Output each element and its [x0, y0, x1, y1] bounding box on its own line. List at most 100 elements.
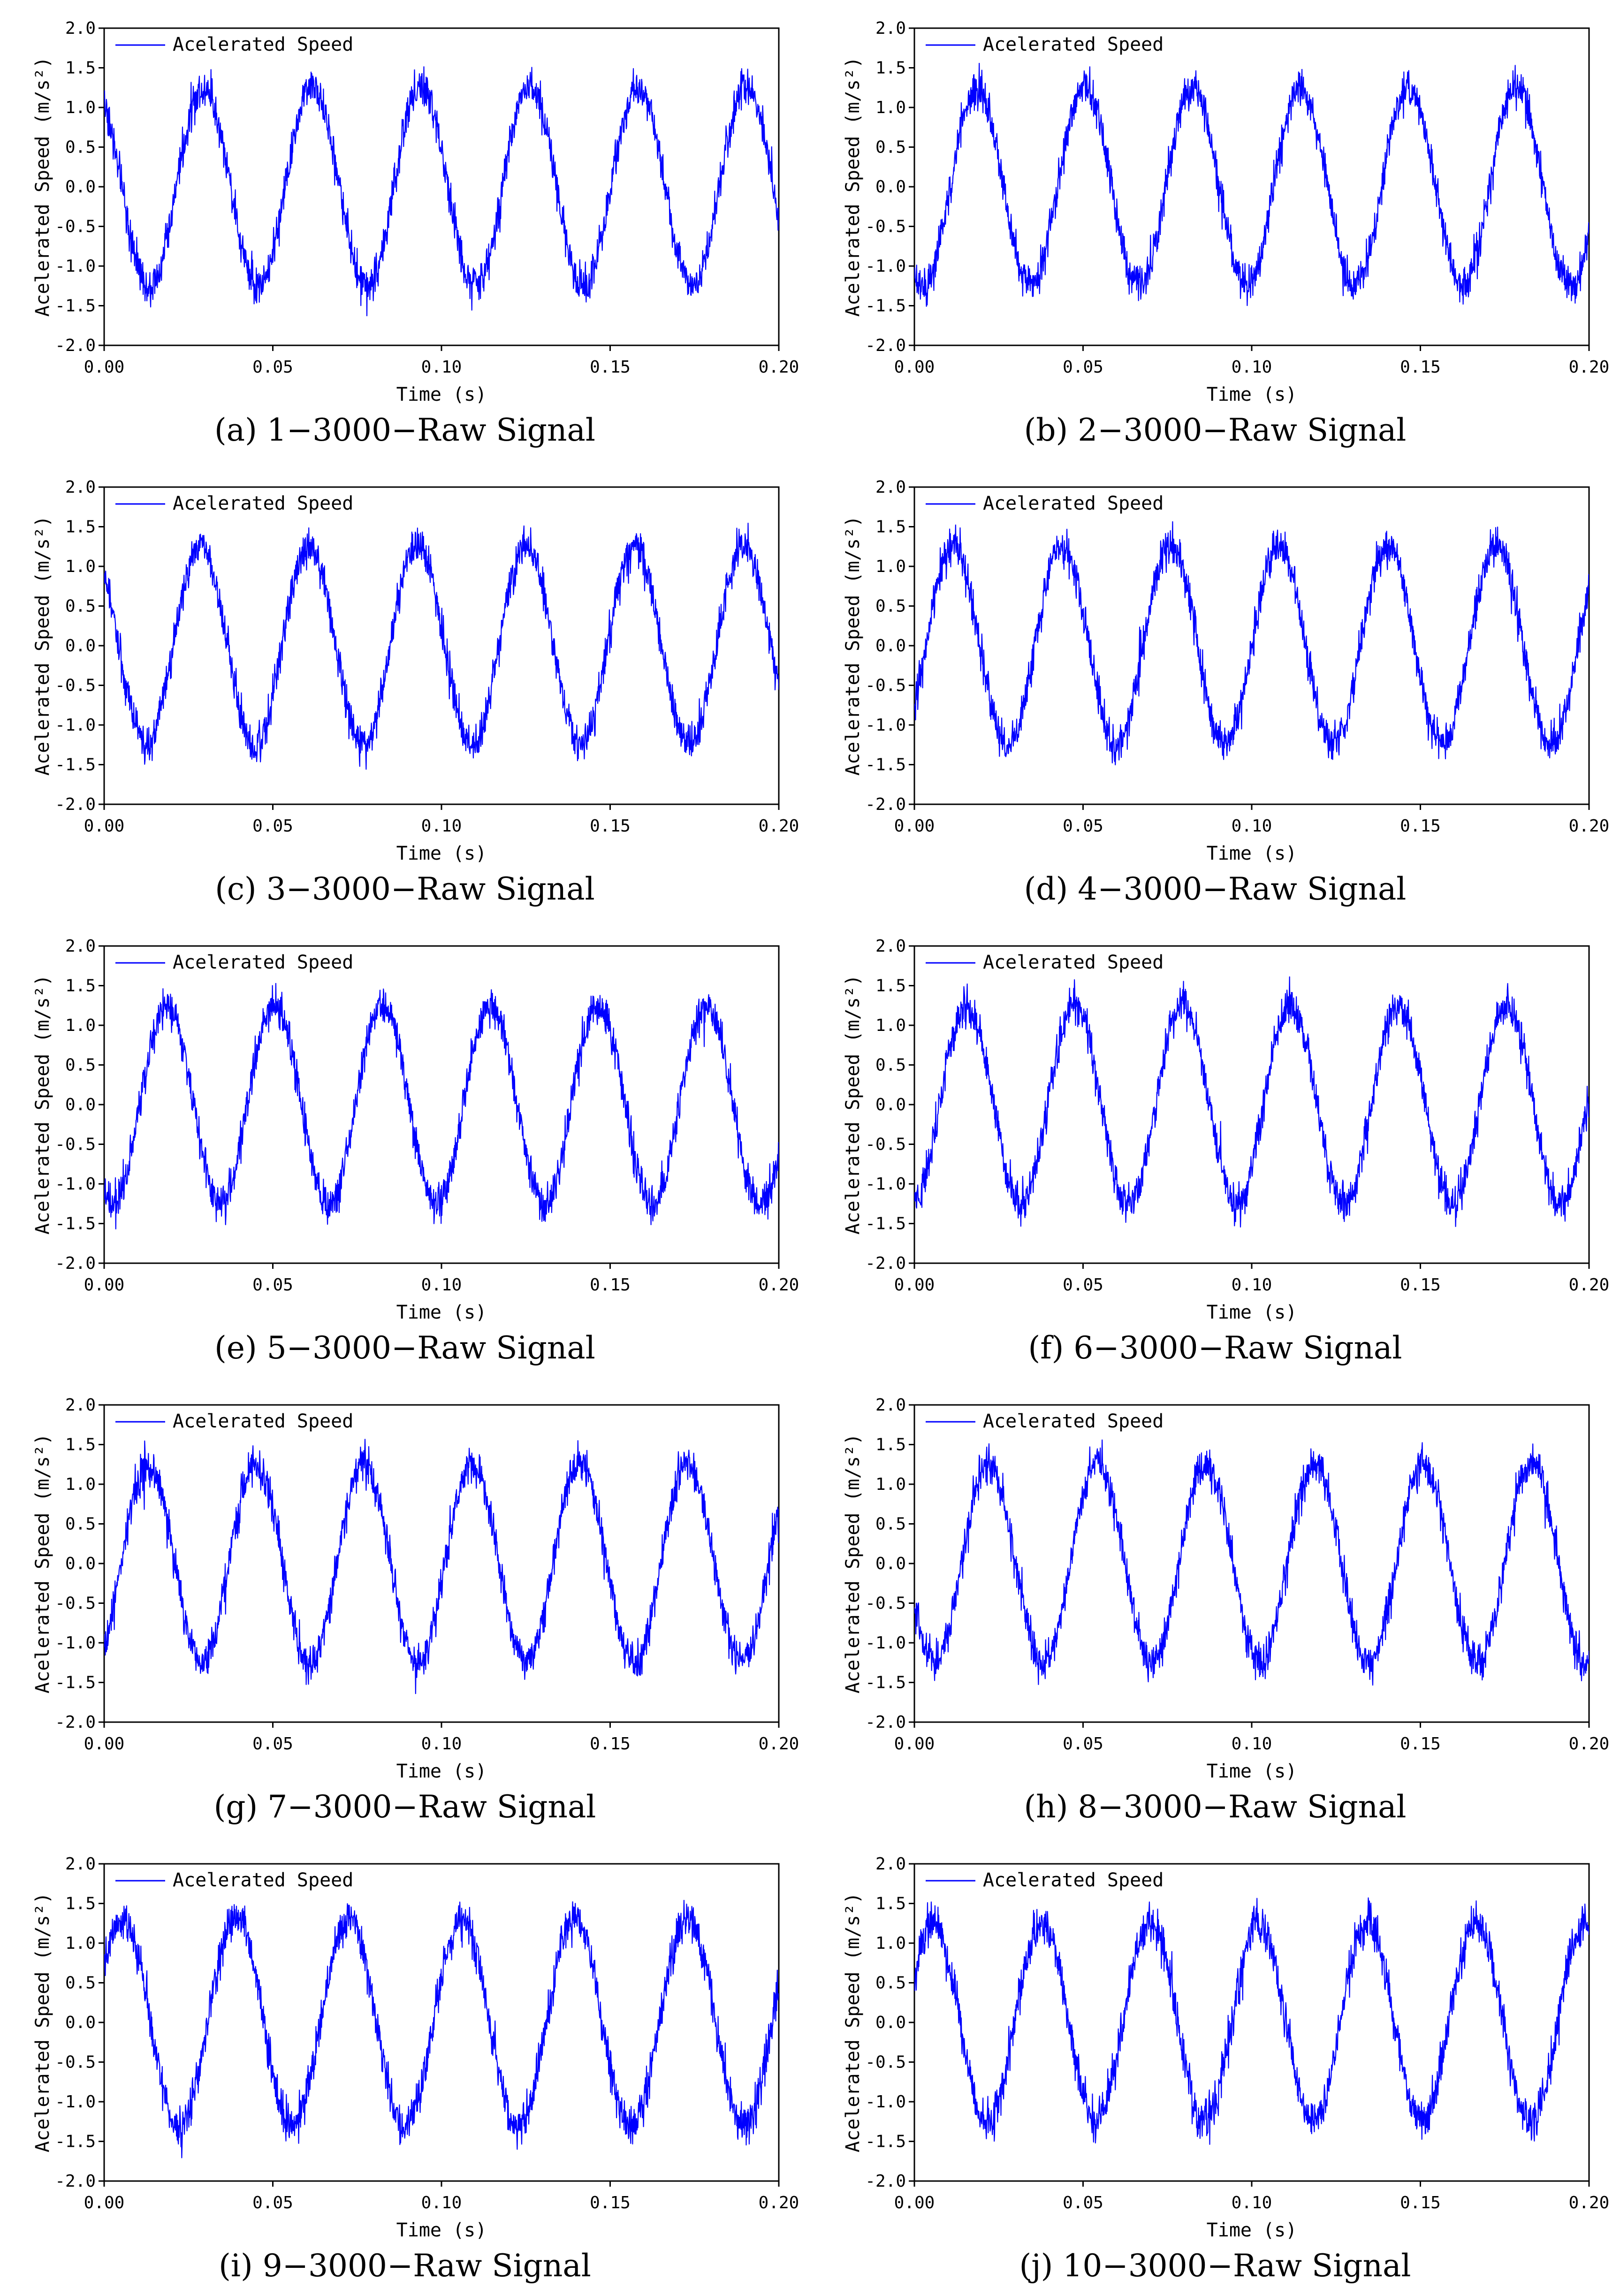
x-axis-title: Time (s) — [396, 843, 487, 864]
signal-line — [104, 522, 779, 770]
legend-label: Acelerated Speed — [173, 493, 353, 514]
x-tick-label: 0.10 — [1232, 358, 1272, 377]
y-tick-label: -2.0 — [55, 1254, 96, 1273]
chart-svg: 2.0 1.5 1.0 0.5 0.0 -0.5 -1.0 -1.5 -2.0 0.00 0.05 0… — [842, 19, 1609, 405]
y-tick-label: 0.5 — [65, 597, 96, 616]
x-tick-label: 0.10 — [421, 1734, 462, 1754]
x-tick-label: 0.15 — [590, 358, 631, 377]
y-tick-label: -1.0 — [55, 2092, 96, 2112]
x-axis-title: Time (s) — [1207, 2220, 1297, 2241]
y-axis-title: Acelerated Speed (m/s²) — [32, 975, 53, 1235]
panel-caption: (b) 2−3000−Raw Signal — [1024, 412, 1407, 448]
x-tick-label: 0.15 — [590, 1734, 631, 1754]
y-tick-label: -1.5 — [55, 297, 96, 316]
y-tick-label: 1.5 — [875, 1435, 906, 1455]
y-tick-label: 1.0 — [65, 1475, 96, 1494]
chart-svg: 2.0 1.5 1.0 0.5 0.0 -0.5 -1.0 -1.5 -2.0 0.00 0.05 0… — [842, 937, 1609, 1323]
x-tick-label: 0.10 — [421, 358, 462, 377]
x-tick-label: 0.20 — [759, 1275, 799, 1295]
legend-label: Acelerated Speed — [173, 1869, 353, 1891]
x-tick-label: 0.00 — [84, 1275, 125, 1295]
x-tick-label: 0.20 — [759, 1734, 799, 1754]
chart-svg: 2.0 1.5 1.0 0.5 0.0 -0.5 -1.0 -1.5 -2.0 0.00 0.05 0… — [32, 1396, 799, 1782]
x-tick-label: 0.00 — [84, 1734, 125, 1754]
chart-panel: 2.0 1.5 1.0 0.5 0.0 -0.5 -1.0 -1.5 -2.0 0.00 0.05 0… — [0, 1836, 810, 2295]
y-tick-label: 1.0 — [65, 98, 96, 117]
x-tick-label: 0.00 — [894, 1275, 935, 1295]
y-tick-label: 1.5 — [875, 1894, 906, 1914]
chart-svg: 2.0 1.5 1.0 0.5 0.0 -0.5 -1.0 -1.5 -2.0 0.00 0.05 0… — [32, 937, 799, 1323]
y-tick-label: -2.0 — [865, 795, 906, 814]
x-tick-label: 0.00 — [894, 2193, 935, 2212]
panel-caption: (g) 7−3000−Raw Signal — [213, 1789, 596, 1825]
x-tick-label: 0.15 — [590, 816, 631, 836]
y-tick-label: 2.0 — [875, 1396, 906, 1415]
y-tick-label: 1.0 — [875, 1934, 906, 1953]
chart-svg: 2.0 1.5 1.0 0.5 0.0 -0.5 -1.0 -1.5 -2.0 0.00 0.05 0… — [842, 1396, 1610, 1782]
y-tick-label: 0.0 — [65, 1554, 96, 1573]
y-tick-label: -1.0 — [865, 716, 906, 735]
y-tick-label: 0.5 — [65, 138, 96, 157]
y-tick-label: -2.0 — [865, 1254, 906, 1273]
panel-caption: (h) 8−3000−Raw Signal — [1024, 1789, 1407, 1825]
y-tick-label: 1.5 — [65, 59, 96, 78]
y-axis-title: Acelerated Speed (m/s²) — [842, 516, 864, 776]
y-tick-label: -1.0 — [865, 257, 906, 276]
y-axis-title: Acelerated Speed (m/s²) — [842, 975, 864, 1235]
y-tick-label: -0.5 — [865, 1135, 906, 1154]
x-tick-label: 0.20 — [1569, 1734, 1610, 1754]
y-tick-label: 2.0 — [875, 19, 906, 38]
y-tick-label: 2.0 — [875, 478, 906, 497]
signal-line — [914, 62, 1589, 307]
chart-svg: 2.0 1.5 1.0 0.5 0.0 -0.5 -1.0 -1.5 -2.0 0.00 0.05 0… — [32, 19, 799, 405]
chart-panel: 2.0 1.5 1.0 0.5 0.0 -0.5 -1.0 -1.5 -2.0 0.00 0.05 0… — [810, 918, 1620, 1377]
y-tick-label: 1.0 — [875, 98, 906, 117]
x-tick-label: 0.05 — [252, 1734, 293, 1754]
y-tick-label: -2.0 — [55, 795, 96, 814]
legend-label: Acelerated Speed — [983, 34, 1164, 55]
y-tick-label: -1.0 — [55, 1633, 96, 1653]
y-tick-label: 0.5 — [65, 1974, 96, 1993]
y-axis-title: Acelerated Speed (m/s²) — [32, 1434, 53, 1693]
y-tick-label: 2.0 — [65, 1396, 96, 1415]
x-tick-label: 0.20 — [759, 816, 799, 836]
y-tick-label: 0.5 — [875, 597, 906, 616]
legend-label: Acelerated Speed — [983, 1411, 1164, 1432]
chart-panel: 2.0 1.5 1.0 0.5 0.0 -0.5 -1.0 -1.5 -2.0 0.00 0.05 0… — [810, 1377, 1620, 1836]
y-tick-label: -0.5 — [55, 1135, 96, 1154]
signal-line — [104, 1899, 779, 2159]
x-tick-label: 0.20 — [1569, 2193, 1610, 2212]
x-tick-label: 0.15 — [1400, 816, 1441, 836]
y-tick-label: 1.0 — [875, 557, 906, 576]
y-tick-label: -0.5 — [55, 1594, 96, 1613]
y-tick-label: 2.0 — [65, 19, 96, 38]
x-tick-label: 0.15 — [1400, 2193, 1441, 2212]
x-axis-title: Time (s) — [1207, 384, 1297, 405]
y-tick-label: -0.5 — [55, 217, 96, 236]
panel-caption: (e) 5−3000−Raw Signal — [214, 1330, 595, 1366]
legend-label: Acelerated Speed — [173, 34, 353, 55]
y-tick-label: -1.0 — [55, 257, 96, 276]
y-tick-label: -1.5 — [55, 2132, 96, 2151]
x-axis-title: Time (s) — [1207, 843, 1297, 864]
x-tick-label: 0.00 — [84, 358, 125, 377]
x-tick-label: 0.15 — [1400, 1275, 1441, 1295]
y-tick-label: 0.0 — [875, 1554, 906, 1573]
y-tick-label: -1.5 — [55, 1214, 96, 1234]
y-tick-label: 1.0 — [65, 1934, 96, 1953]
y-tick-label: -2.0 — [865, 2172, 906, 2191]
x-axis-title: Time (s) — [396, 1302, 487, 1323]
y-tick-label: 2.0 — [65, 478, 96, 497]
y-tick-label: -1.5 — [55, 755, 96, 775]
x-tick-label: 0.15 — [1400, 1734, 1441, 1754]
x-tick-label: 0.10 — [1232, 1734, 1272, 1754]
legend-label: Acelerated Speed — [173, 952, 353, 973]
x-axis-title: Time (s) — [396, 2220, 487, 2241]
signal-line — [914, 521, 1589, 765]
x-tick-label: 0.05 — [1063, 1275, 1103, 1295]
y-tick-label: -1.5 — [865, 1214, 906, 1234]
x-tick-label: 0.20 — [1569, 816, 1610, 836]
y-tick-label: 1.0 — [65, 1016, 96, 1035]
x-tick-label: 0.05 — [1063, 1734, 1103, 1754]
panel-caption: (j) 10−3000−Raw Signal — [1019, 2248, 1411, 2284]
